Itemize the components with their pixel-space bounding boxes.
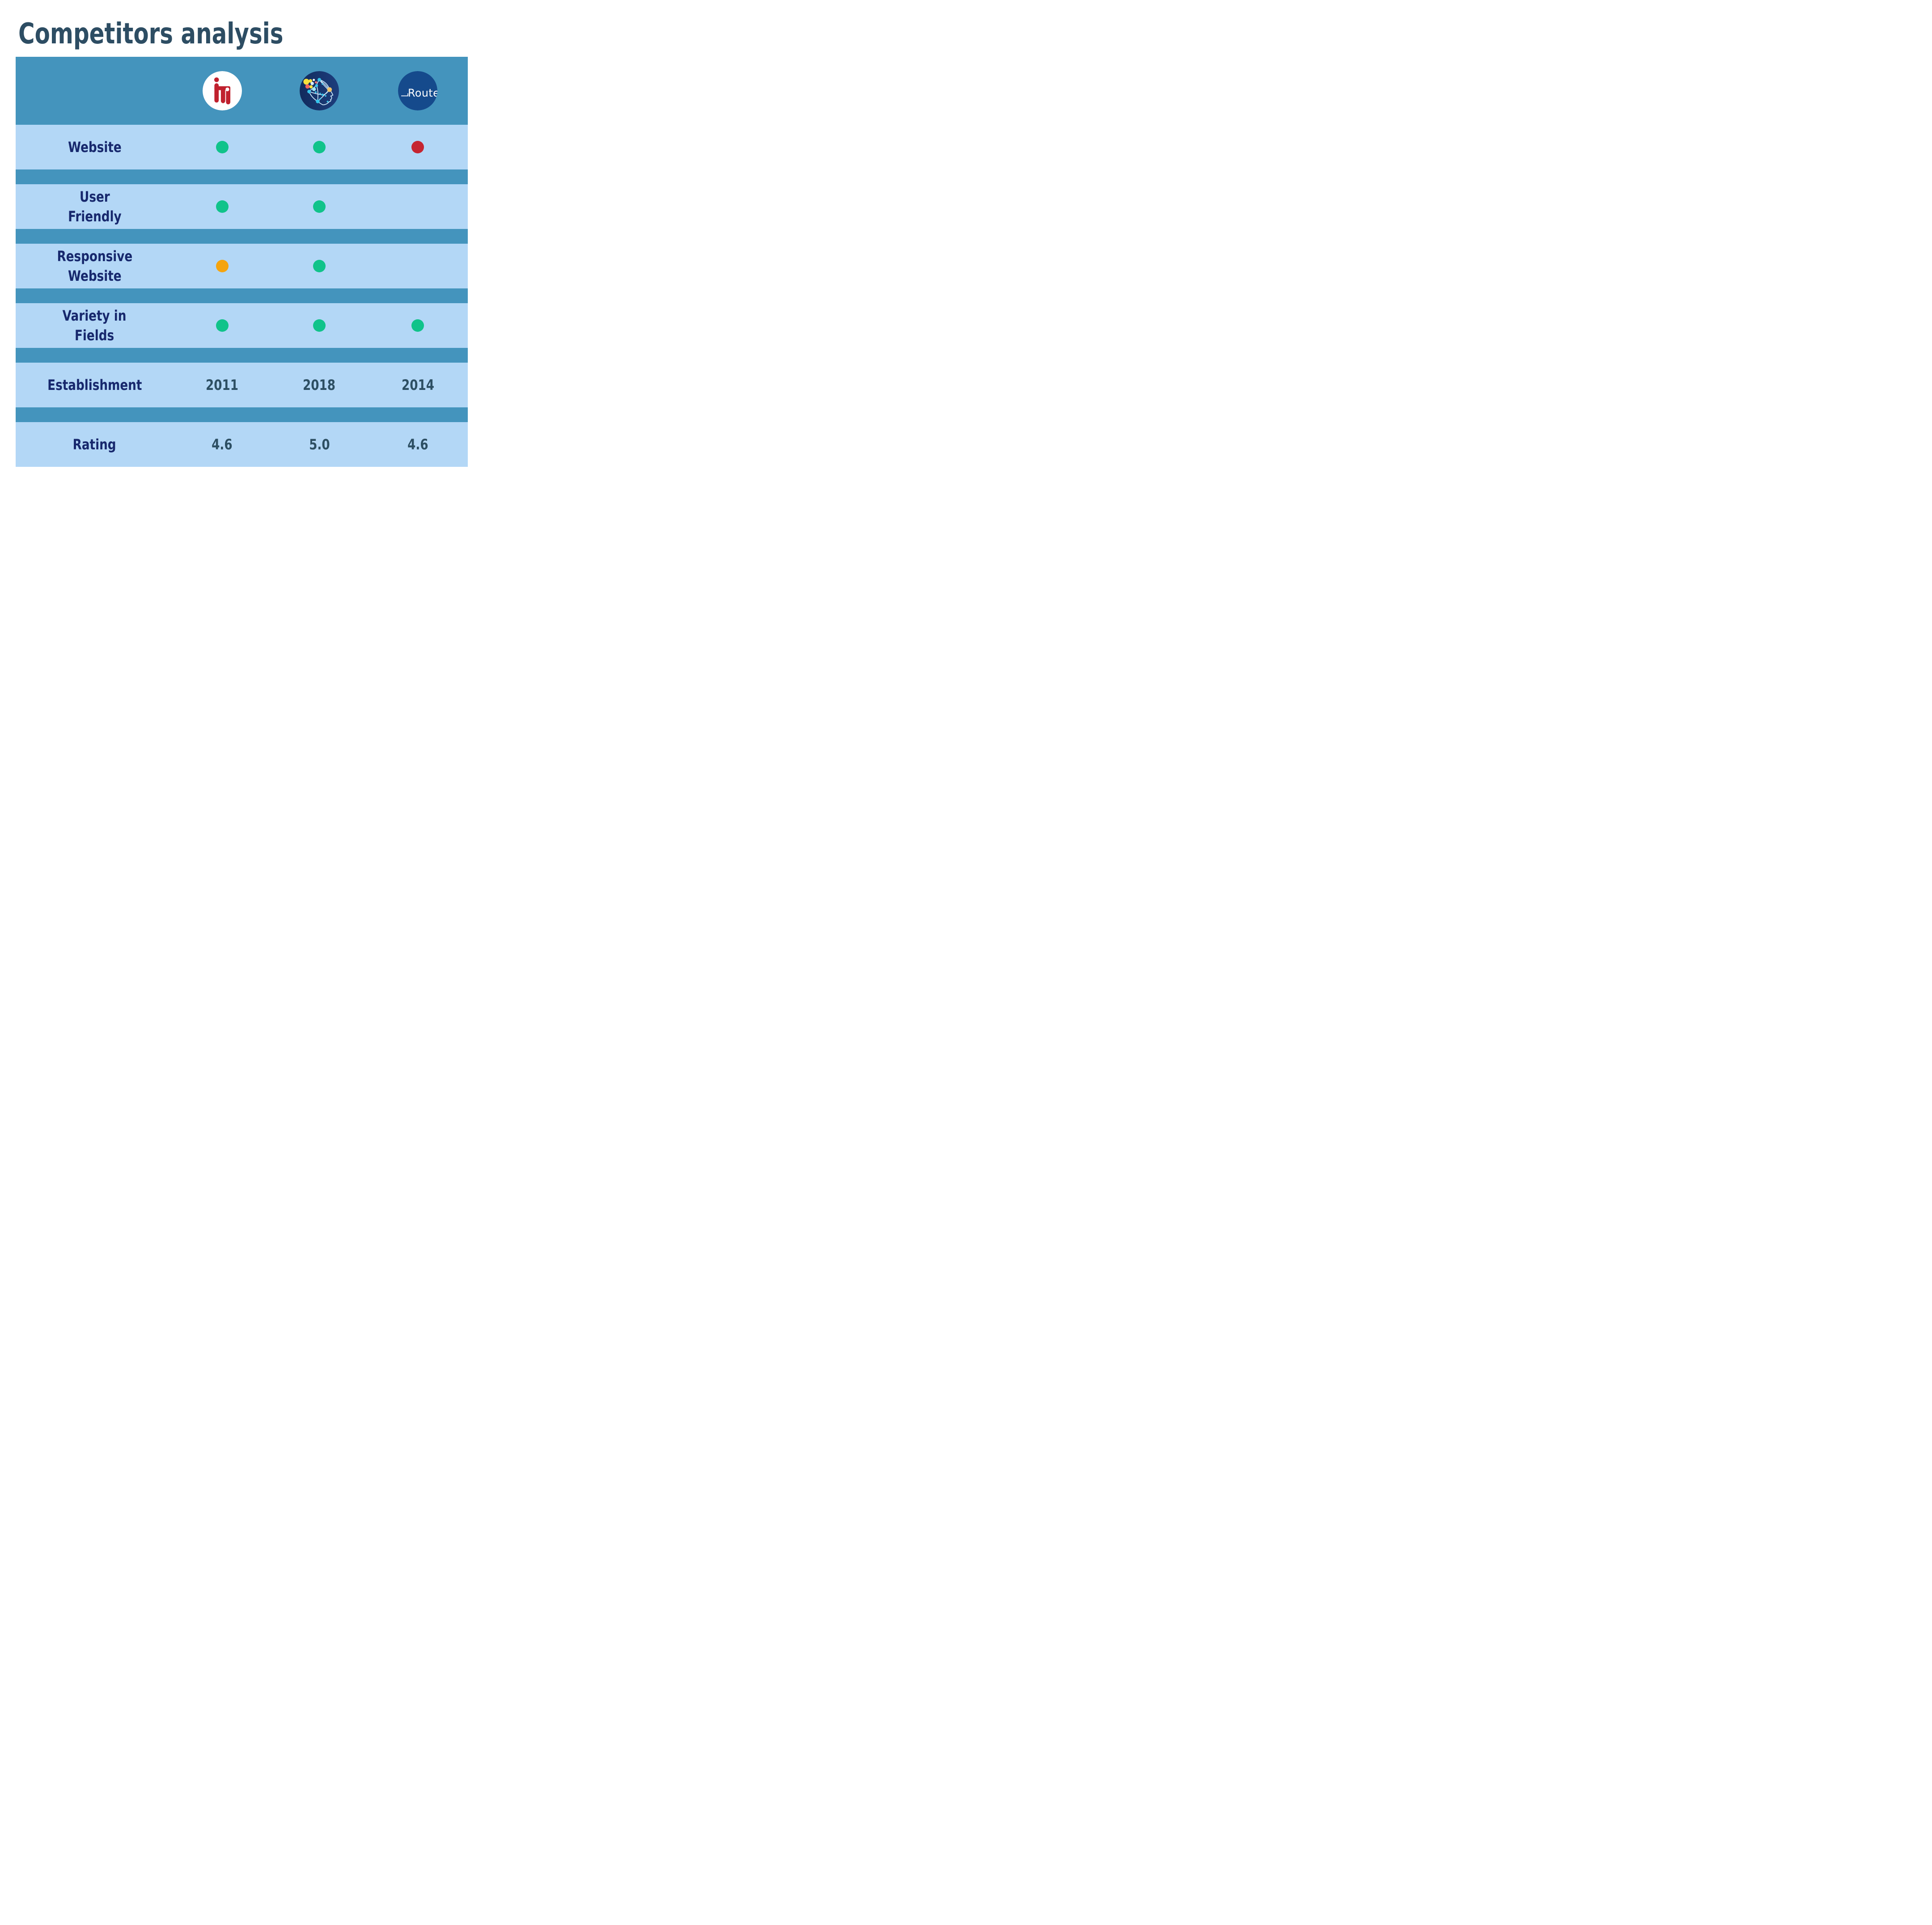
table-row-responsive-website: Responsive Website xyxy=(16,244,468,288)
status-dot xyxy=(313,260,326,272)
status-dot xyxy=(216,260,229,272)
status-dot xyxy=(216,141,229,153)
cell-value: 4.6 xyxy=(212,436,233,453)
table-row-user-friendly: User Friendly xyxy=(16,184,468,229)
cell-value: 4.6 xyxy=(407,436,428,453)
cell-value: 5.0 xyxy=(309,436,330,453)
row-label: Variety in Fields xyxy=(63,307,127,344)
row-separator xyxy=(16,348,468,363)
status-dot xyxy=(216,319,229,332)
table-row-website: Website xyxy=(16,125,468,169)
status-dot xyxy=(411,141,424,153)
status-dot xyxy=(313,141,326,153)
status-dot xyxy=(216,200,229,213)
table-row-rating: Rating 4.6 5.0 4.6 xyxy=(16,422,468,467)
row-separator xyxy=(16,288,468,303)
cell-value: 2011 xyxy=(205,377,239,393)
header-cell-ai-academy xyxy=(299,71,339,110)
row-separator xyxy=(16,407,468,422)
row-label: Responsive Website xyxy=(57,247,132,284)
row-label: User Friendly xyxy=(68,188,122,225)
table-header-row: Route xyxy=(16,57,468,125)
row-separator xyxy=(16,169,468,184)
row-label: Rating xyxy=(72,436,116,453)
route-logo: Route xyxy=(398,71,438,110)
table-row-variety-in-fields: Variety in Fields xyxy=(16,303,468,348)
header-cell-iti xyxy=(202,71,242,110)
competitors-table: Route Website User Friendly Responsive Web… xyxy=(16,57,468,467)
page-title: Competitors analysis xyxy=(18,17,284,51)
cell-value: 2014 xyxy=(401,377,434,393)
row-separator xyxy=(16,229,468,244)
status-dot xyxy=(411,319,424,332)
header-cell-route: Route xyxy=(398,71,438,110)
cell-value: 2018 xyxy=(303,377,336,393)
route-logo-text: Route xyxy=(408,87,437,99)
status-dot xyxy=(313,319,326,332)
table-row-establishment: Establishment 2011 2018 2014 xyxy=(16,363,468,407)
row-label: Establishment xyxy=(47,376,142,393)
iti-logo xyxy=(202,71,242,110)
status-dot xyxy=(313,200,326,213)
row-label: Website xyxy=(68,138,122,156)
ai-academy-logo xyxy=(299,71,339,110)
